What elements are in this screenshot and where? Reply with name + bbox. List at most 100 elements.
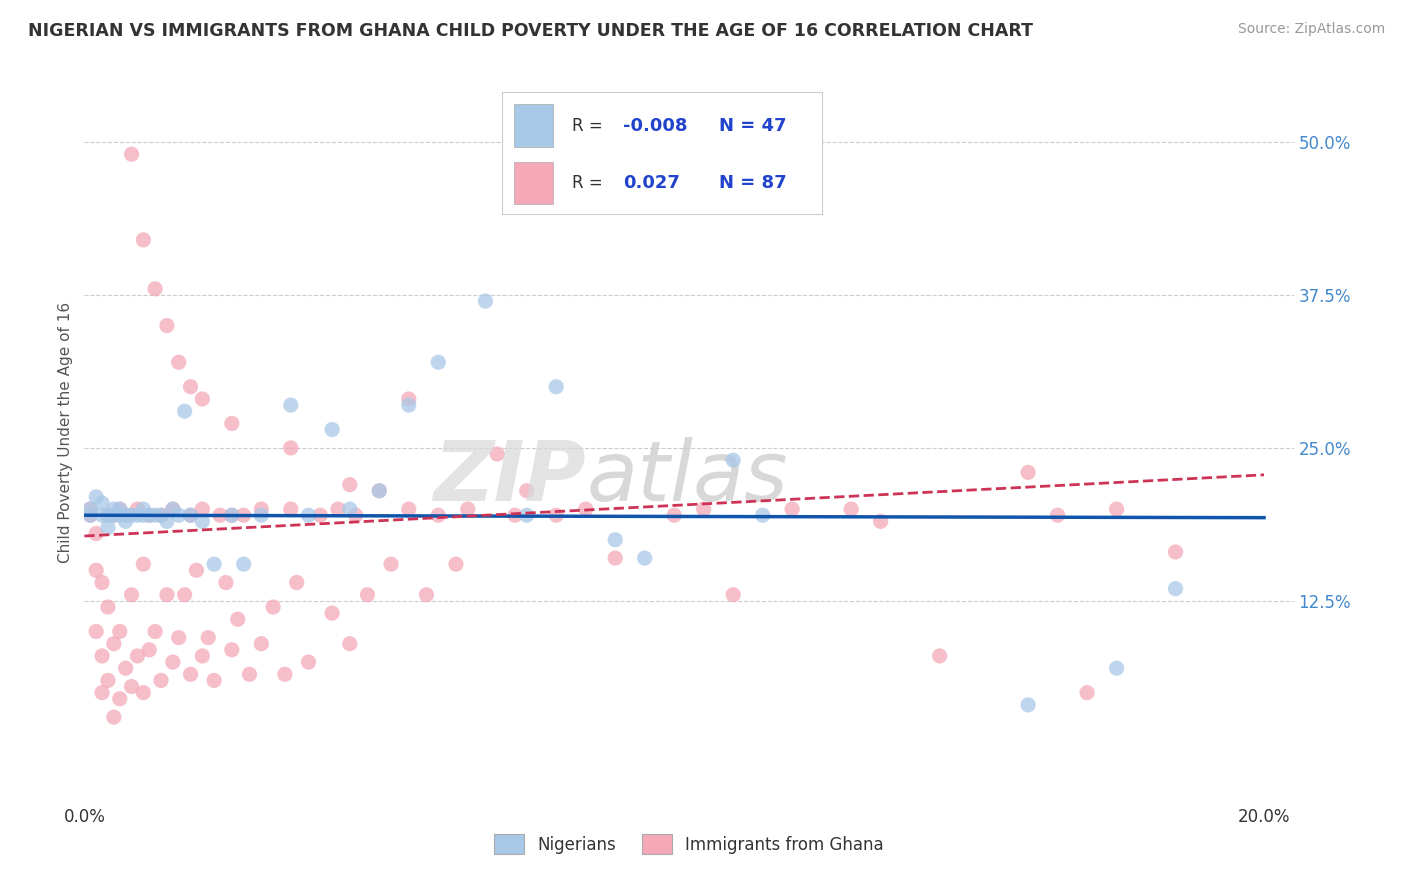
Point: [202, 557, 225, 571]
Point: [103, 502, 125, 516]
Point: [91, 575, 114, 590]
Point: [84, 526, 107, 541]
Point: [928, 648, 950, 663]
Point: [280, 502, 302, 516]
Point: [127, 648, 149, 663]
Point: [221, 417, 243, 431]
Point: [91, 686, 114, 700]
Point: [356, 588, 378, 602]
Point: [839, 502, 862, 516]
Point: [162, 502, 184, 516]
Point: [427, 508, 450, 523]
Point: [138, 508, 160, 523]
Point: [138, 508, 160, 523]
Point: [127, 508, 149, 523]
Point: [474, 294, 496, 309]
Y-axis label: Child Poverty Under the Age of 16: Child Poverty Under the Age of 16: [58, 302, 73, 563]
Point: [546, 508, 568, 523]
Point: [91, 648, 114, 663]
Point: [150, 673, 173, 688]
Point: [173, 404, 195, 418]
Point: [132, 502, 155, 516]
Point: [250, 508, 273, 523]
Point: [97, 508, 120, 523]
Point: [167, 508, 190, 523]
Point: [339, 477, 361, 491]
Point: [91, 508, 114, 523]
Point: [121, 680, 143, 694]
Point: [180, 380, 202, 394]
Point: [221, 508, 243, 523]
Point: [344, 508, 367, 523]
Point: [605, 551, 627, 566]
Point: [79, 502, 101, 516]
Point: [250, 637, 273, 651]
Point: [427, 355, 450, 369]
Point: [516, 483, 538, 498]
Point: [232, 508, 254, 523]
Point: [238, 667, 260, 681]
Point: [97, 599, 120, 614]
Point: [114, 514, 136, 528]
Point: [368, 483, 391, 498]
Point: [1164, 582, 1187, 596]
Point: [191, 502, 214, 516]
Point: [108, 502, 131, 516]
Text: ZIP: ZIP: [433, 436, 586, 517]
Point: [1105, 502, 1128, 516]
Point: [121, 147, 143, 161]
Point: [1017, 698, 1039, 712]
Point: [167, 631, 190, 645]
Point: [156, 318, 179, 333]
Point: [1076, 686, 1098, 700]
Point: [444, 557, 467, 571]
Point: [780, 502, 803, 516]
Point: [869, 514, 891, 528]
Point: [1164, 545, 1187, 559]
Point: [226, 612, 249, 626]
Point: [1017, 466, 1039, 480]
Point: [274, 667, 297, 681]
Point: [297, 655, 319, 669]
Point: [191, 514, 214, 528]
Point: [173, 588, 195, 602]
Point: [309, 508, 332, 523]
Point: [114, 508, 136, 523]
Point: [180, 508, 202, 523]
Point: [108, 508, 131, 523]
Point: [150, 508, 173, 523]
Point: [1046, 508, 1069, 523]
Point: [150, 508, 173, 523]
Point: [143, 282, 166, 296]
Point: [108, 624, 131, 639]
Point: [339, 502, 361, 516]
Point: [221, 508, 243, 523]
Point: [84, 563, 107, 577]
Point: [114, 508, 136, 523]
Point: [162, 502, 184, 516]
Point: [103, 508, 125, 523]
Point: [368, 483, 391, 498]
Point: [398, 502, 420, 516]
Point: [121, 508, 143, 523]
Point: [108, 691, 131, 706]
Point: [138, 643, 160, 657]
Point: [664, 508, 686, 523]
Point: [221, 643, 243, 657]
Point: [132, 686, 155, 700]
Point: [143, 508, 166, 523]
Point: [215, 575, 238, 590]
Point: [79, 508, 101, 523]
Point: [156, 588, 179, 602]
Point: [232, 557, 254, 571]
Point: [208, 508, 231, 523]
Text: atlas: atlas: [586, 436, 787, 517]
Point: [285, 575, 308, 590]
Point: [186, 563, 208, 577]
Point: [321, 423, 343, 437]
Point: [97, 673, 120, 688]
Point: [751, 508, 773, 523]
Point: [692, 502, 714, 516]
Point: [191, 392, 214, 406]
Point: [132, 233, 155, 247]
